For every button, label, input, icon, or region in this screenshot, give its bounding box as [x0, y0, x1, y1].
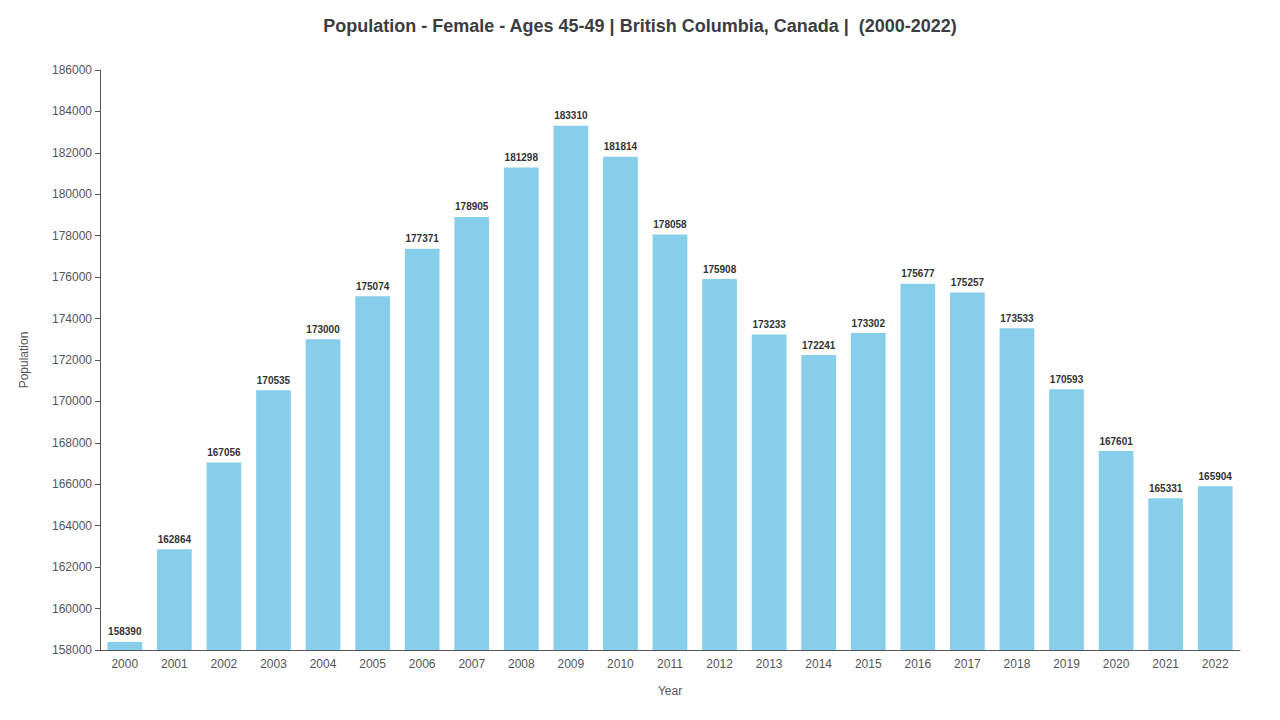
svg-text:Year: Year — [658, 684, 682, 698]
svg-text:167601: 167601 — [1099, 436, 1133, 447]
svg-text:2013: 2013 — [756, 657, 783, 671]
svg-text:2021: 2021 — [1152, 657, 1179, 671]
svg-text:175074: 175074 — [356, 281, 390, 292]
svg-text:184000: 184000 — [52, 104, 92, 118]
svg-text:186000: 186000 — [52, 63, 92, 77]
svg-text:2016: 2016 — [904, 657, 931, 671]
svg-text:167056: 167056 — [207, 447, 241, 458]
svg-text:2015: 2015 — [855, 657, 882, 671]
svg-text:162864: 162864 — [158, 534, 192, 545]
svg-text:Population: Population — [17, 332, 31, 389]
svg-text:2000: 2000 — [111, 657, 138, 671]
svg-text:2001: 2001 — [161, 657, 188, 671]
svg-text:2003: 2003 — [260, 657, 287, 671]
svg-text:2022: 2022 — [1202, 657, 1229, 671]
svg-text:2018: 2018 — [1004, 657, 1031, 671]
svg-text:160000: 160000 — [52, 602, 92, 616]
svg-text:164000: 164000 — [52, 519, 92, 533]
svg-text:2011: 2011 — [657, 657, 683, 671]
svg-text:173233: 173233 — [752, 319, 786, 330]
svg-text:2009: 2009 — [558, 657, 585, 671]
svg-text:176000: 176000 — [52, 270, 92, 284]
svg-text:2006: 2006 — [409, 657, 436, 671]
svg-text:2002: 2002 — [211, 657, 238, 671]
svg-text:158000: 158000 — [52, 643, 92, 657]
svg-text:2020: 2020 — [1103, 657, 1130, 671]
svg-text:177371: 177371 — [405, 233, 439, 244]
svg-text:173302: 173302 — [852, 318, 886, 329]
svg-text:165331: 165331 — [1149, 483, 1183, 494]
svg-text:182000: 182000 — [52, 146, 92, 160]
svg-text:172241: 172241 — [802, 340, 836, 351]
svg-text:170593: 170593 — [1050, 374, 1084, 385]
svg-text:173533: 173533 — [1000, 313, 1034, 324]
svg-text:2010: 2010 — [607, 657, 634, 671]
svg-text:2008: 2008 — [508, 657, 535, 671]
svg-text:166000: 166000 — [52, 477, 92, 491]
svg-text:168000: 168000 — [52, 436, 92, 450]
svg-text:175908: 175908 — [703, 264, 737, 275]
svg-text:2017: 2017 — [954, 657, 981, 671]
svg-text:2004: 2004 — [310, 657, 337, 671]
svg-text:180000: 180000 — [52, 187, 92, 201]
svg-text:170535: 170535 — [257, 375, 291, 386]
svg-text:181298: 181298 — [505, 152, 539, 163]
svg-text:175677: 175677 — [901, 268, 935, 279]
svg-text:2005: 2005 — [359, 657, 386, 671]
svg-text:2019: 2019 — [1053, 657, 1080, 671]
svg-text:178905: 178905 — [455, 201, 489, 212]
svg-text:172000: 172000 — [52, 353, 92, 367]
svg-text:170000: 170000 — [52, 394, 92, 408]
svg-text:162000: 162000 — [52, 560, 92, 574]
svg-text:178058: 178058 — [653, 219, 687, 230]
svg-text:183310: 183310 — [554, 110, 588, 121]
svg-text:165904: 165904 — [1199, 471, 1233, 482]
svg-text:158390: 158390 — [108, 626, 142, 637]
svg-text:2012: 2012 — [706, 657, 733, 671]
svg-text:Population - Female - Ages 45-: Population - Female - Ages 45-49 | Briti… — [323, 16, 957, 36]
svg-text:174000: 174000 — [52, 312, 92, 326]
svg-text:181814: 181814 — [604, 141, 638, 152]
svg-text:173000: 173000 — [306, 324, 340, 335]
svg-text:2007: 2007 — [458, 657, 485, 671]
svg-text:175257: 175257 — [951, 277, 985, 288]
svg-text:2014: 2014 — [805, 657, 832, 671]
svg-text:178000: 178000 — [52, 229, 92, 243]
